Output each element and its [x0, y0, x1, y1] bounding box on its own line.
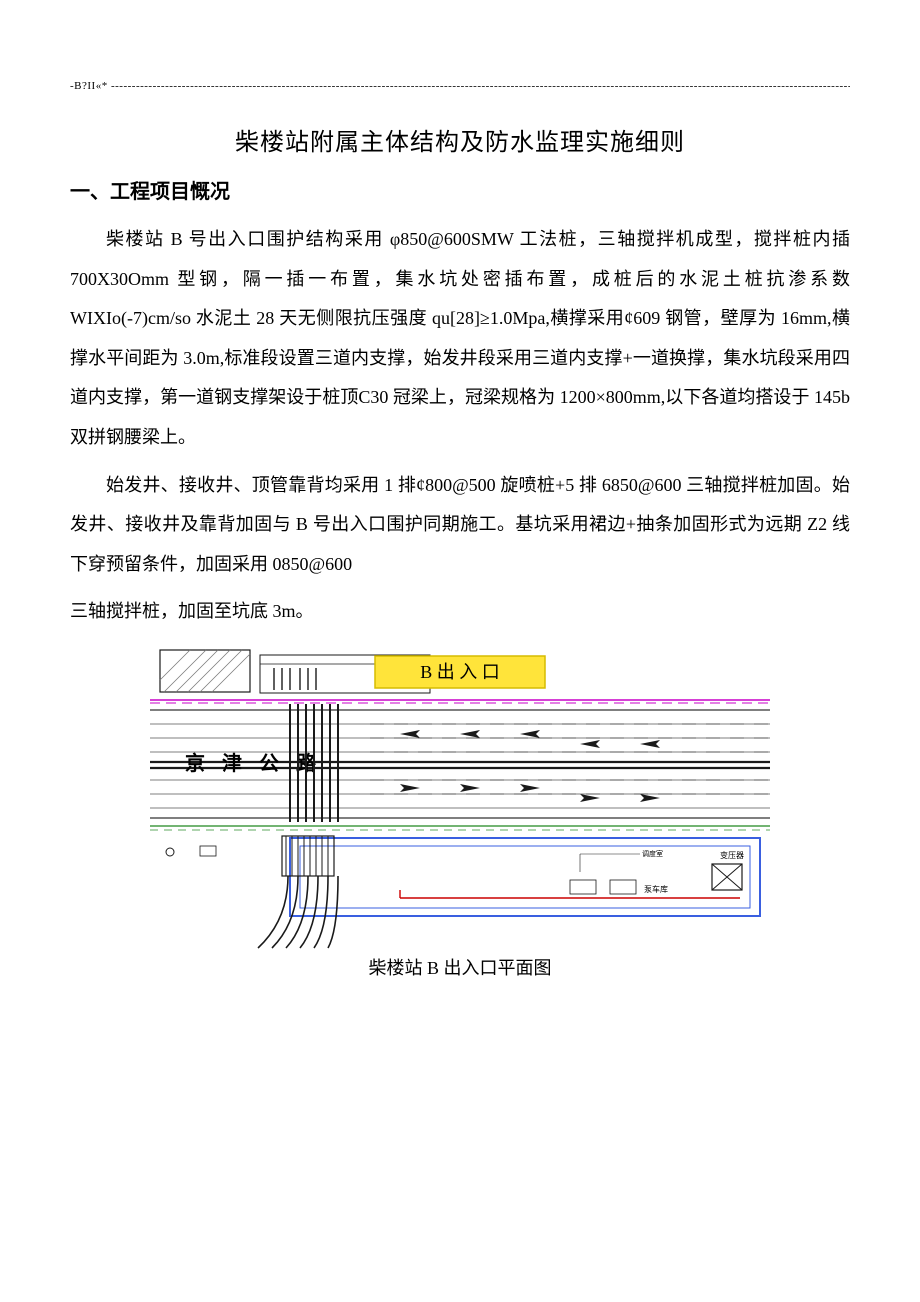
svg-text:调度室: 调度室 — [642, 849, 663, 858]
header-dashes: ----------------------------------------… — [108, 80, 850, 92]
header-dashed-line: -B?II«* --------------------------------… — [70, 80, 850, 92]
header-code: -B?II«* — [70, 80, 108, 92]
entrance-label-box: B 出 入 口 — [375, 656, 545, 688]
road-name-label: 京 津 公 路 — [185, 751, 322, 775]
entrance-label-text: B 出 入 口 — [420, 662, 500, 682]
svg-text:变压器: 变压器 — [720, 850, 744, 860]
plan-diagram-svg: B 出 入 口 — [140, 640, 780, 950]
crossing-cluster — [290, 704, 338, 822]
document-title: 柴楼站附属主体结构及防水监理实施细则 — [70, 122, 850, 157]
svg-text:泵车库: 泵车库 — [644, 884, 668, 894]
paragraph-2: 始发井、接收井、顶管靠背均采用 1 排¢800@500 旋喷桩+5 排 6850… — [70, 466, 850, 585]
paragraph-3: 三轴搅拌桩，加固至坑底 3m。 — [70, 592, 850, 632]
paragraph-1: 柴楼站 B 号出入口围护结构采用 φ850@600SMW 工法桩，三轴搅拌机成型… — [70, 220, 850, 458]
section-1-heading: 一、工程项目慨况 — [70, 175, 850, 204]
plan-diagram: B 出 入 口 — [140, 640, 780, 950]
diagram-caption: 柴楼站 B 出入口平面图 — [70, 954, 850, 980]
